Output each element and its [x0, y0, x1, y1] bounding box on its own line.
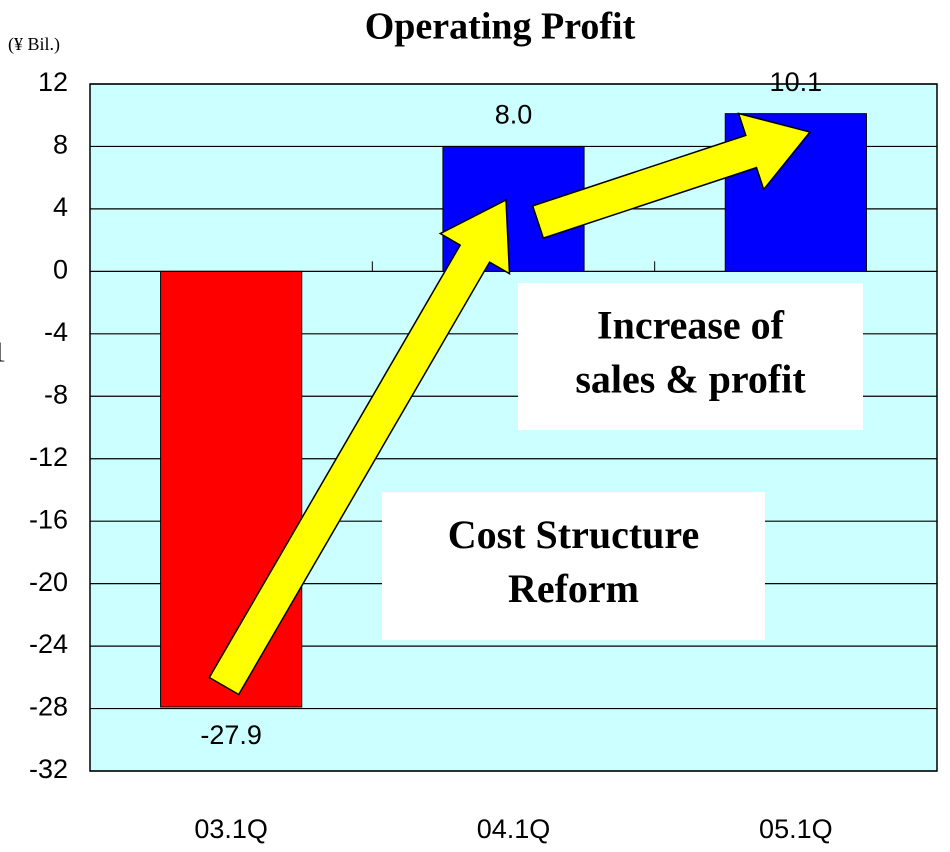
annotation-text: sales & profit — [575, 357, 806, 402]
y-tick-label: 0 — [53, 254, 68, 284]
y-tick-label: 12 — [38, 67, 68, 97]
x-tick-label: 03.1Q — [194, 814, 268, 844]
annotation-text: Increase of — [597, 303, 785, 348]
y-tick-label: -32 — [29, 754, 68, 784]
arrow — [208, 198, 511, 696]
y-tick-label: -16 — [29, 504, 68, 534]
unit-label: (¥ Bil.) — [8, 34, 60, 55]
y-tick-label: -28 — [29, 692, 68, 722]
y-tick-label: -12 — [29, 442, 68, 472]
arrow — [531, 112, 812, 240]
bar — [160, 270, 303, 708]
value-label: 10.1 — [770, 67, 823, 97]
x-tick-label: 05.1Q — [759, 814, 833, 844]
stray-label: 1 — [0, 337, 6, 368]
y-tick-label: -8 — [44, 379, 68, 409]
annotation-text: Cost Structure — [448, 512, 699, 557]
annotation-text: Reform — [508, 566, 639, 611]
chart-title: Operating Profit — [365, 6, 636, 48]
x-tick-label: 04.1Q — [477, 814, 551, 844]
y-tick-label: 4 — [53, 192, 68, 222]
annotation-box — [382, 492, 765, 640]
y-tick-label: 8 — [53, 130, 68, 160]
value-label: -27.9 — [200, 720, 262, 750]
y-tick-label: -20 — [29, 567, 68, 597]
y-tick-label: -24 — [29, 629, 68, 659]
value-label: 8.0 — [495, 100, 533, 130]
annotation-box — [518, 283, 863, 430]
y-tick-label: -4 — [44, 317, 68, 347]
